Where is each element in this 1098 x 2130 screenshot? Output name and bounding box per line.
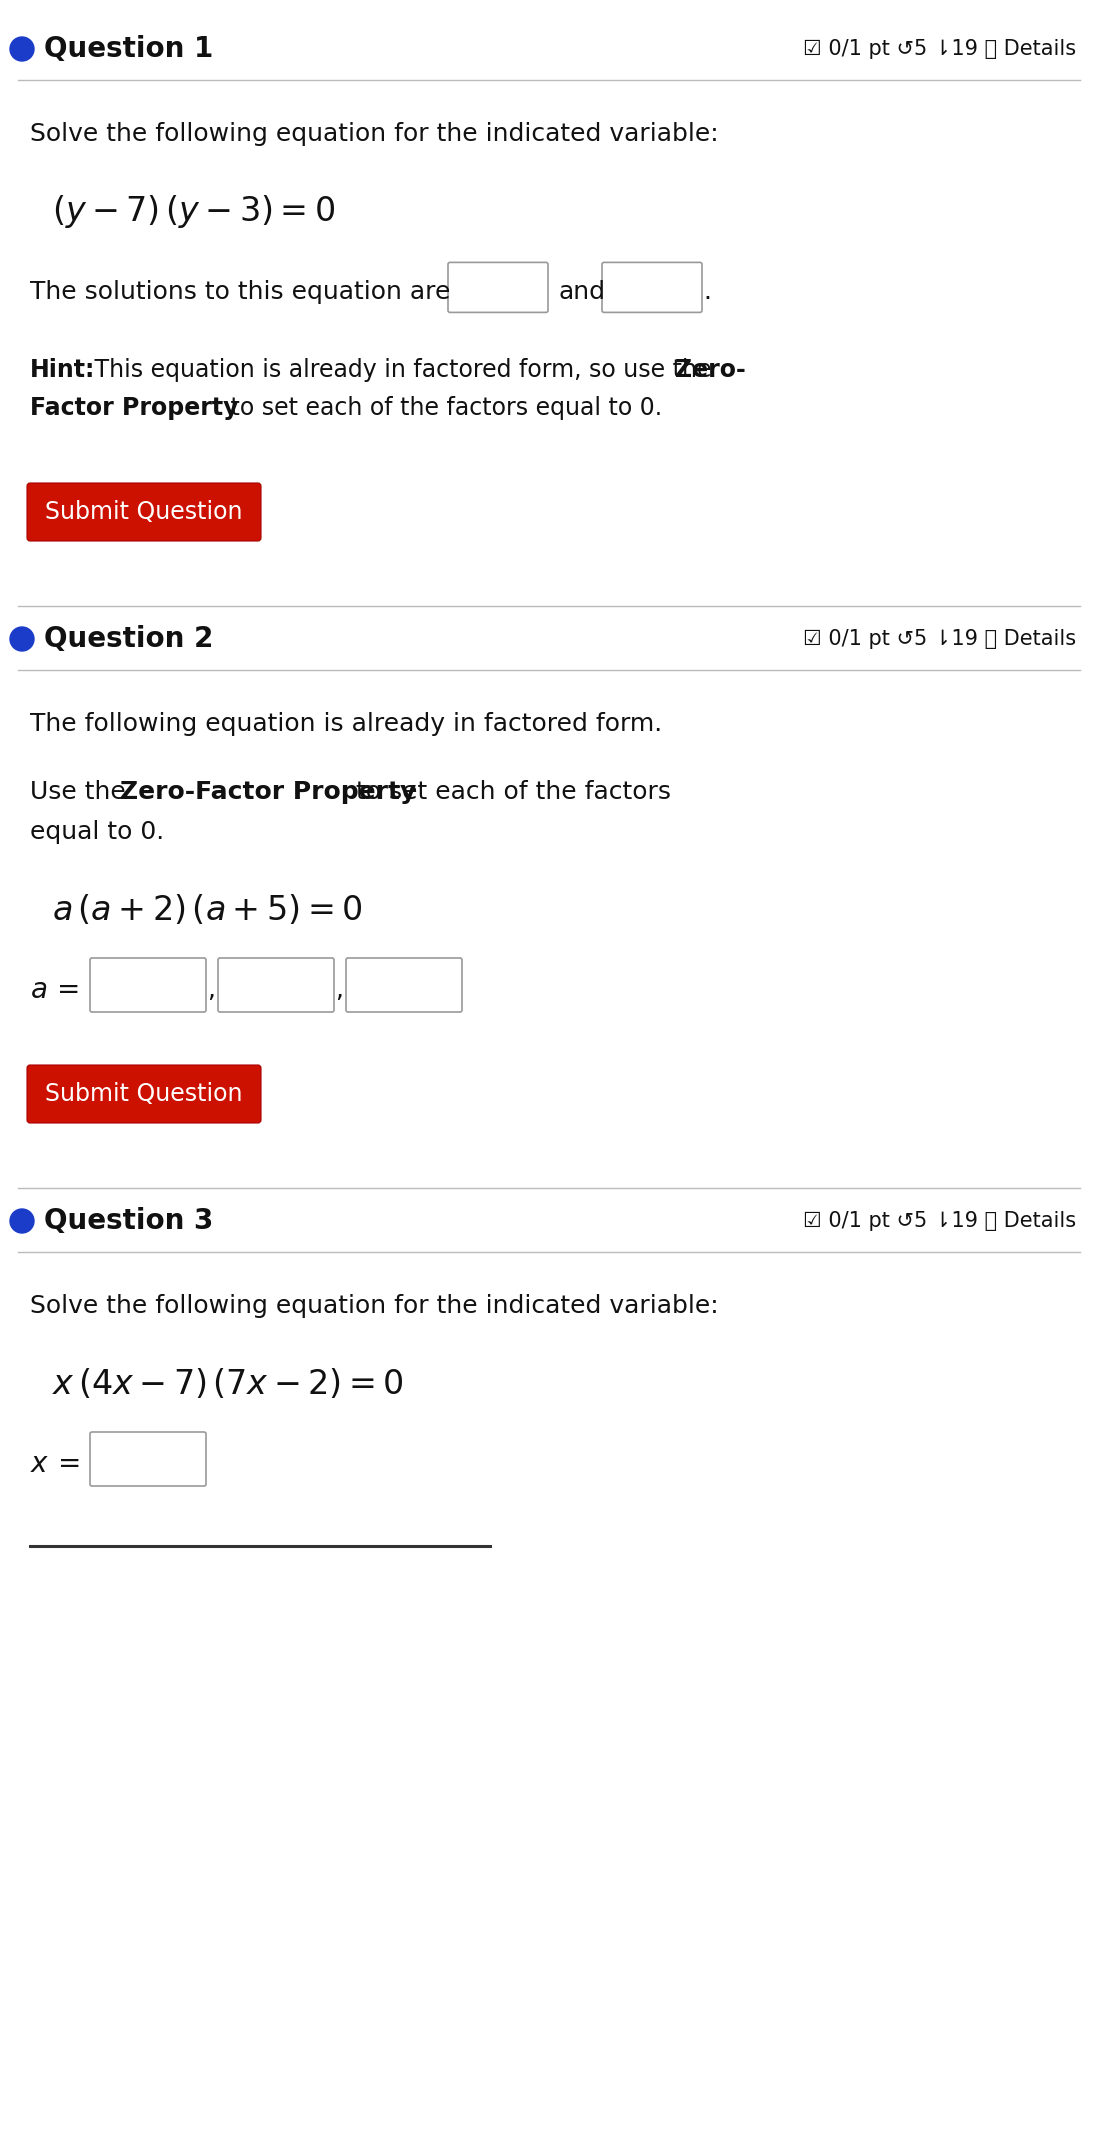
Text: Question 3: Question 3 xyxy=(44,1208,213,1235)
Text: This equation is already in factored form, so use the: This equation is already in factored for… xyxy=(87,358,719,381)
Text: Submit Question: Submit Question xyxy=(45,1082,243,1105)
Text: .: . xyxy=(703,279,712,305)
Circle shape xyxy=(10,36,34,62)
Text: equal to 0.: equal to 0. xyxy=(30,820,165,843)
FancyBboxPatch shape xyxy=(219,958,334,1012)
Text: The following equation is already in factored form.: The following equation is already in fac… xyxy=(30,711,662,737)
Text: Question 2: Question 2 xyxy=(44,624,213,654)
Text: ,: , xyxy=(208,978,215,1001)
Text: Factor Property: Factor Property xyxy=(30,396,238,420)
FancyBboxPatch shape xyxy=(346,958,462,1012)
Text: Submit Question: Submit Question xyxy=(45,501,243,524)
Circle shape xyxy=(10,1210,34,1233)
Text: ,: , xyxy=(335,978,343,1001)
Text: $x\,=$: $x\,=$ xyxy=(30,1451,79,1478)
Text: ☑ 0/1 pt ↺5 ⇂19 ⓘ Details: ☑ 0/1 pt ↺5 ⇂19 ⓘ Details xyxy=(803,1212,1076,1231)
Text: Use the: Use the xyxy=(30,780,134,803)
Text: $a\,=$: $a\,=$ xyxy=(30,976,79,1003)
FancyBboxPatch shape xyxy=(602,262,702,313)
Text: Solve the following equation for the indicated variable:: Solve the following equation for the ind… xyxy=(30,1295,718,1318)
Text: $(y-7)\,(y-3)=0$: $(y-7)\,(y-3)=0$ xyxy=(52,194,335,230)
Text: The solutions to this equation are: The solutions to this equation are xyxy=(30,279,450,305)
Text: ☑ 0/1 pt ↺5 ⇂19 ⓘ Details: ☑ 0/1 pt ↺5 ⇂19 ⓘ Details xyxy=(803,628,1076,650)
FancyBboxPatch shape xyxy=(90,958,206,1012)
Text: Hint:: Hint: xyxy=(30,358,96,381)
FancyBboxPatch shape xyxy=(448,262,548,313)
FancyBboxPatch shape xyxy=(27,484,261,541)
Text: Question 1: Question 1 xyxy=(44,34,213,64)
Text: $x\,(4x-7)\,(7x-2)=0$: $x\,(4x-7)\,(7x-2)=0$ xyxy=(52,1367,404,1402)
Text: Solve the following equation for the indicated variable:: Solve the following equation for the ind… xyxy=(30,121,718,147)
FancyBboxPatch shape xyxy=(90,1431,206,1487)
FancyBboxPatch shape xyxy=(27,1065,261,1123)
Text: Zero-Factor Property: Zero-Factor Property xyxy=(120,780,416,803)
Text: Zero-: Zero- xyxy=(675,358,746,381)
Text: ☑ 0/1 pt ↺5 ⇂19 ⓘ Details: ☑ 0/1 pt ↺5 ⇂19 ⓘ Details xyxy=(803,38,1076,60)
Circle shape xyxy=(10,626,34,652)
Text: to set each of the factors: to set each of the factors xyxy=(348,780,671,803)
Text: to set each of the factors equal to 0.: to set each of the factors equal to 0. xyxy=(223,396,662,420)
Text: $a\,(a+2)\,(a+5)=0$: $a\,(a+2)\,(a+5)=0$ xyxy=(52,892,362,927)
Text: and: and xyxy=(558,279,605,305)
